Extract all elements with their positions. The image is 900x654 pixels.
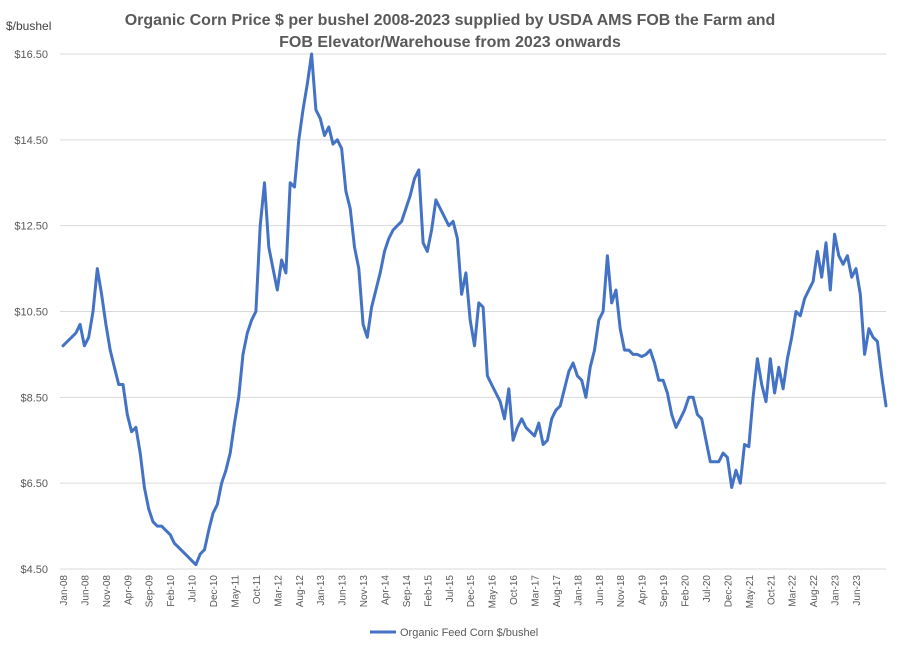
x-tick-label: Nov-13 [359, 575, 370, 608]
y-tick-label: $12.50 [14, 221, 48, 233]
chart-title: Organic Corn Price $ per bushel 2008-202… [0, 10, 900, 54]
x-tick-label: Mar-22 [788, 575, 799, 607]
x-tick-label: Jan-13 [316, 575, 327, 606]
x-tick-label: Jul-20 [702, 575, 713, 603]
x-tick-label: Aug-17 [552, 575, 563, 608]
y-tick-label: $6.50 [20, 478, 48, 490]
x-tick-label: Nov-08 [102, 575, 113, 608]
x-tick-label: Dec-20 [723, 575, 734, 608]
x-tick-label: Nov-18 [616, 575, 627, 608]
x-tick-label: May-11 [230, 575, 241, 608]
x-tick-label: Aug-12 [295, 575, 306, 608]
x-tick-label: Jul-10 [188, 575, 199, 603]
x-tick-label: Apr-09 [123, 575, 134, 605]
x-tick-label: Jan-08 [59, 575, 70, 606]
legend: Organic Feed Corn $/bushel [370, 627, 538, 639]
x-tick-label: Jul-15 [445, 575, 456, 603]
x-tick-label: Sep-19 [659, 575, 670, 608]
y-axis-unit-label: $/bushel [6, 19, 51, 33]
x-tick-label: Apr-19 [638, 575, 649, 605]
y-tick-label: $8.50 [20, 392, 48, 404]
x-tick-label: Feb-20 [681, 575, 692, 607]
legend-label: Organic Feed Corn $/bushel [400, 627, 538, 639]
x-tick-label: Jan-23 [831, 575, 842, 606]
y-tick-label: $10.50 [14, 307, 48, 319]
x-tick-label: Jun-18 [595, 575, 606, 606]
chart-title-line-2: FOB Elevator/Warehouse from 2023 onwards [279, 34, 621, 51]
y-axis-tick-labels: $4.50 $6.50 $8.50 $10.50 $12.50 $14.50 $16.50 [14, 49, 48, 576]
x-tick-label: Jun-13 [338, 575, 349, 606]
x-tick-label: Mar-17 [531, 575, 542, 607]
x-tick-label: Feb-15 [423, 575, 434, 607]
x-tick-label: Aug-22 [809, 575, 820, 608]
x-tick-label: Dec-10 [209, 575, 220, 608]
x-tick-label: Apr-14 [380, 575, 391, 605]
chart-title-line-1: Organic Corn Price $ per bushel 2008-202… [124, 12, 776, 29]
x-tick-label: Jun-08 [80, 575, 91, 606]
x-tick-label: Oct-11 [252, 575, 263, 605]
series-line-organic-feed-corn [61, 52, 888, 567]
x-tick-label: Oct-21 [766, 575, 777, 605]
x-tick-label: Jun-23 [852, 575, 863, 606]
x-tick-label: Mar-12 [273, 575, 284, 607]
x-tick-label: May-21 [745, 575, 756, 609]
x-tick-label: May-16 [488, 575, 499, 609]
y-tick-label: $16.50 [14, 49, 48, 61]
x-tick-label: Jan-18 [573, 575, 584, 606]
gridlines [60, 53, 886, 570]
y-tick-label: $14.50 [14, 135, 48, 147]
x-tick-label: Sep-09 [145, 575, 156, 608]
x-axis-tick-labels: Jan-08 Jun-08 Nov-08 Apr-09 Sep-09 Feb-10 Jul-… [59, 575, 863, 609]
x-tick-label: Sep-14 [402, 575, 413, 608]
x-tick-label: Feb-10 [166, 575, 177, 607]
y-tick-label: $4.50 [20, 564, 48, 576]
x-tick-label: Oct-16 [509, 575, 520, 605]
x-tick-label: Dec-15 [466, 575, 477, 608]
